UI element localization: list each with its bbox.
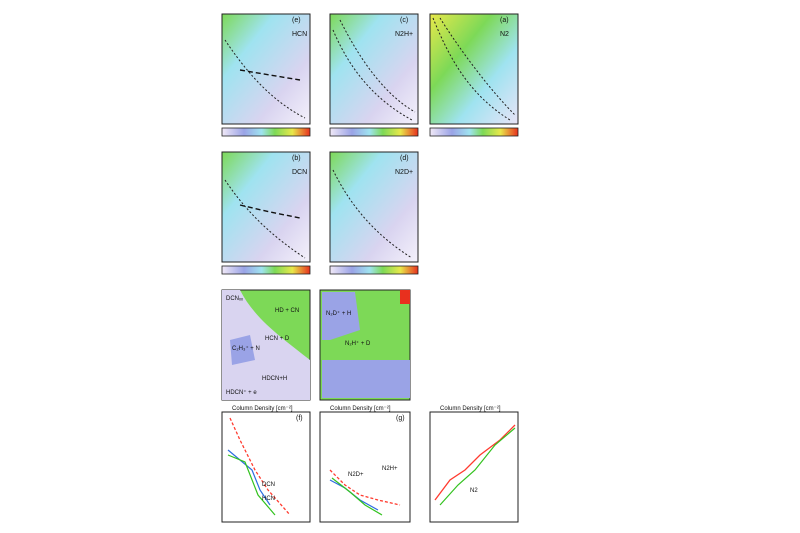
panel-c-contour-2: [339, 19, 416, 113]
panel-d-map: [329, 151, 419, 263]
panel-d-contour: [332, 169, 413, 259]
panel-b-species: DCN: [292, 169, 307, 176]
reaction-label-hdcnh: HDCN+H: [262, 376, 287, 382]
column-label-n2d: N2D+: [348, 472, 364, 478]
panel-e-letter: (e): [292, 17, 301, 24]
reaction-n2d-blue-region: [322, 292, 360, 340]
column-n2-curve-green: [439, 427, 516, 506]
panel-a-contour: [432, 17, 511, 121]
panel-a-contour-2: [439, 17, 516, 116]
panel-d: (d) N2D+: [329, 151, 419, 275]
panel-a-species: N2: [500, 31, 509, 38]
column-n2d-curve-green: [331, 477, 383, 516]
reaction-label-c2h3: C₂H₃⁺ + N: [232, 345, 260, 352]
panel-d-species: N2D+: [395, 169, 413, 176]
reaction-label-hdcn: HD + CN: [275, 308, 299, 314]
column-density-label-1: Column Density [cm⁻²]: [232, 406, 293, 412]
panel-b: (b) DCN: [221, 151, 311, 275]
column-label-dcn: DCN: [262, 482, 275, 488]
panel-a-map: [429, 13, 519, 125]
column-n2h-curve: [329, 469, 401, 506]
panel-b-map: [221, 151, 311, 263]
panel-column-n2: N2: [429, 411, 519, 523]
column-n2-frame: [429, 411, 519, 523]
reaction-label-n2dh: N₂D⁺ + H: [326, 310, 351, 317]
reaction-label-n2hd: N₂H⁺ + D: [345, 340, 371, 347]
reaction-dcn-blue-region: [230, 335, 255, 365]
panel-column-n2h: (g) N2D+ N2H+: [319, 411, 411, 523]
column-label-hcn: HCN: [262, 496, 275, 502]
column-n2h-letter: (g): [396, 415, 405, 422]
reaction-label-hcnd: HCN + D: [265, 336, 290, 342]
panel-c-species: N2H+: [395, 31, 413, 38]
panel-c-letter: (c): [400, 17, 408, 24]
panel-a-letter: (a): [500, 17, 509, 24]
column-n2-curve: [434, 424, 516, 501]
column-density-label-2: Column Density [cm⁻²]: [330, 406, 391, 412]
column-label-n2: N2: [470, 488, 478, 494]
panel-c-colorbar: [329, 127, 419, 137]
panel-b-boundary: [239, 204, 301, 219]
panel-c-contour: [332, 29, 413, 121]
column-hcn-curve: [229, 417, 291, 516]
panel-b-colorbar: [221, 265, 311, 275]
reaction-label-dcnxx: DCNₓₓ: [226, 296, 243, 302]
panel-e-map: [221, 13, 311, 125]
panel-e-colorbar: [221, 127, 311, 137]
column-density-label-3: Column Density [cm⁻²]: [440, 406, 501, 412]
panel-e-species: HCN: [292, 31, 307, 38]
panel-a: (a) N2: [429, 13, 519, 137]
panel-e: (e) HCN: [221, 13, 311, 137]
panel-reaction-dcn: DCNₓₓ HD + CN HCN + D C₂H₃⁺ + N HDCN⁺ + …: [221, 289, 311, 401]
column-dcn-curve-green: [227, 454, 276, 516]
panel-e-contour: [224, 39, 306, 119]
column-dcn-hcn-letter: (f): [296, 415, 303, 422]
panel-c: (c) N2H+: [329, 13, 419, 137]
panel-d-letter: (d): [400, 155, 409, 162]
panel-a-colorbar: [429, 127, 519, 137]
reaction-label-hdcne: HDCN⁺ + e: [226, 389, 257, 396]
panel-d-colorbar: [329, 265, 419, 275]
panel-b-letter: (b): [292, 155, 301, 162]
panel-c-map: [329, 13, 419, 125]
panel-reaction-n2d: N₂D⁺ + H N₂H⁺ + D: [319, 289, 411, 401]
reaction-dcn-lavender-region: [222, 290, 310, 400]
column-label-n2h: N2H+: [382, 466, 398, 472]
reaction-n2d-blue-region-2: [322, 360, 410, 398]
panel-e-boundary: [239, 69, 301, 81]
panel-column-dcn-hcn: (f) DCN HCN: [221, 411, 311, 523]
column-dcn-curve: [227, 449, 271, 506]
reaction-n2d-red-corner: [400, 290, 410, 304]
